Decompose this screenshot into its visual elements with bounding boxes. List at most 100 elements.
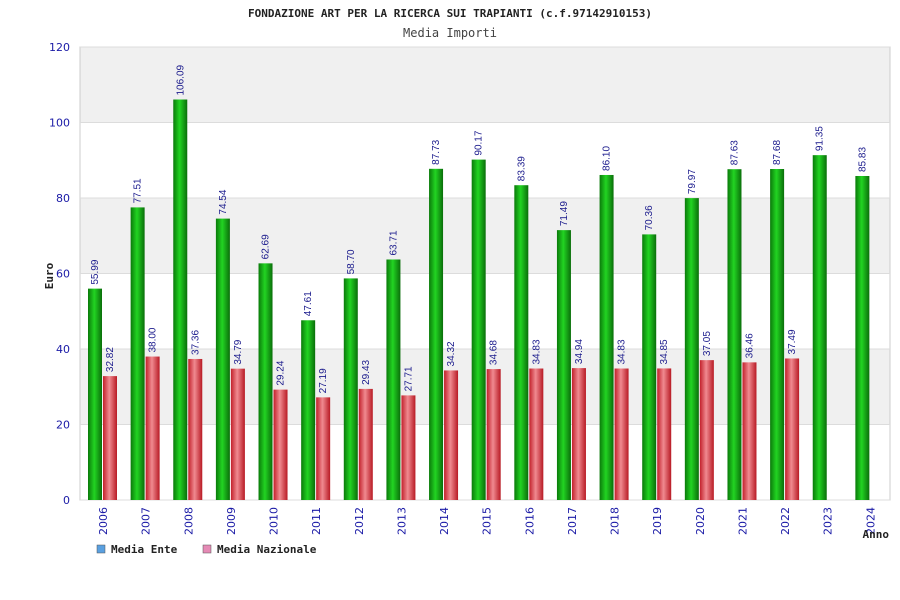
plot-band — [80, 47, 890, 123]
data-label-media-ente: 91.35 — [815, 126, 826, 151]
legend-label: Media Nazionale — [217, 543, 317, 556]
data-label-media-nazionale: 29.43 — [361, 359, 372, 384]
data-label-media-ente: 71.49 — [559, 201, 570, 226]
data-label-media-ente: 55.99 — [90, 259, 101, 284]
data-label-media-nazionale: 37.49 — [787, 329, 798, 354]
legend: Media Ente Media Nazionale — [96, 543, 317, 556]
y-tick-label: 20 — [56, 419, 70, 432]
y-axis-ticks: 0 20 40 60 80 100 120 — [49, 41, 70, 507]
bar-media-nazionale — [188, 358, 203, 500]
bar-media-ente — [642, 234, 657, 501]
bar-media-ente — [812, 155, 827, 500]
data-label-media-nazionale: 34.94 — [574, 339, 585, 364]
x-tick-label: 2016 — [523, 507, 536, 535]
chart-title: FONDAZIONE ART PER LA RICERCA SUI TRAPIA… — [248, 7, 652, 20]
data-label-media-nazionale: 29.24 — [276, 360, 287, 385]
bar-media-ente — [599, 174, 614, 500]
x-tick-label: 2017 — [566, 507, 579, 535]
data-label-media-nazionale: 37.36 — [190, 330, 201, 355]
data-label-media-ente: 87.73 — [431, 139, 442, 164]
bar-media-nazionale — [444, 370, 459, 500]
bar-media-nazionale — [145, 356, 160, 500]
data-label-media-ente: 79.97 — [687, 169, 698, 194]
data-label-media-nazionale: 37.05 — [702, 331, 713, 356]
x-tick-label: 2015 — [481, 507, 494, 535]
data-label-media-nazionale: 32.82 — [105, 347, 116, 372]
data-label-media-nazionale: 34.83 — [617, 339, 628, 364]
data-label-media-ente: 63.71 — [388, 230, 399, 255]
bar-media-nazionale — [230, 368, 245, 500]
bar-media-nazionale — [785, 358, 800, 500]
x-tick-label: 2011 — [310, 507, 323, 535]
y-tick-label: 80 — [56, 192, 70, 205]
data-label-media-ente: 77.51 — [133, 178, 144, 203]
data-label-media-ente: 86.10 — [602, 146, 613, 171]
y-tick-label: 0 — [63, 494, 70, 507]
bar-media-ente — [514, 185, 529, 500]
data-label-media-ente: 58.70 — [346, 249, 357, 274]
data-label-media-nazionale: 38.00 — [148, 327, 159, 352]
data-label-media-ente: 85.83 — [857, 147, 868, 172]
bar-media-nazionale — [742, 362, 757, 500]
bar-media-nazionale — [401, 395, 416, 500]
x-tick-label: 2010 — [268, 507, 281, 535]
data-label-media-nazionale: 34.79 — [233, 339, 244, 364]
y-tick-label: 40 — [56, 343, 70, 356]
bar-media-nazionale — [614, 368, 629, 500]
data-label-media-ente: 87.68 — [772, 140, 783, 165]
data-label-media-nazionale: 34.85 — [659, 339, 670, 364]
x-tick-label: 2008 — [182, 507, 195, 535]
bar-media-ente — [429, 168, 444, 500]
bar-media-ente — [301, 320, 316, 500]
x-tick-label: 2019 — [651, 507, 664, 535]
bar-media-nazionale — [657, 368, 672, 500]
x-tick-label: 2018 — [609, 507, 622, 535]
data-label-media-ente: 70.36 — [644, 205, 655, 230]
bar-media-nazionale — [699, 360, 714, 500]
data-label-media-nazionale: 34.68 — [489, 340, 500, 365]
data-label-media-ente: 62.69 — [261, 234, 272, 259]
x-axis-ticks: 2006 2007 2008 2009 2010 2011 2012 2013 2014 2015… — [97, 507, 877, 535]
chart-subtitle: Media Importi — [403, 26, 497, 40]
data-label-media-ente: 74.54 — [218, 189, 229, 214]
bar-media-ente — [215, 218, 230, 500]
y-axis-label: Euro — [43, 262, 56, 289]
x-tick-label: 2023 — [822, 507, 835, 535]
x-tick-label: 2022 — [779, 507, 792, 535]
x-tick-label: 2007 — [140, 507, 153, 535]
data-label-media-nazionale: 34.32 — [446, 341, 457, 366]
bar-media-ente — [173, 99, 188, 500]
data-label-media-nazionale: 27.19 — [318, 368, 329, 393]
bar-media-ente — [88, 288, 102, 500]
bar-media-ente — [343, 278, 358, 500]
x-tick-label: 2006 — [97, 507, 110, 535]
bar-media-ente — [855, 175, 870, 500]
legend-swatch — [96, 544, 106, 554]
x-tick-label: 2020 — [694, 507, 707, 535]
bar-media-nazionale — [358, 388, 373, 500]
bar-media-nazionale — [103, 376, 117, 500]
bar-media-ente — [770, 169, 785, 500]
bar-media-ente — [130, 207, 145, 500]
data-label-media-ente: 83.39 — [516, 156, 527, 181]
data-label-media-nazionale: 34.83 — [531, 339, 542, 364]
x-tick-label: 2012 — [353, 507, 366, 535]
y-tick-label: 60 — [56, 268, 70, 281]
bar-media-nazionale — [316, 397, 331, 500]
data-label-media-ente: 87.63 — [729, 140, 740, 165]
x-tick-label: 2021 — [736, 507, 749, 535]
y-tick-label: 100 — [49, 117, 70, 130]
x-tick-label: 2009 — [225, 507, 238, 535]
bar-media-ente — [684, 198, 699, 500]
bars — [88, 99, 870, 501]
legend-label: Media Ente — [111, 543, 178, 556]
data-label-media-ente: 47.61 — [303, 291, 314, 316]
bar-media-ente — [556, 230, 571, 500]
data-label-media-ente: 106.09 — [175, 64, 186, 95]
data-label-media-ente: 90.17 — [474, 130, 485, 155]
bar-media-nazionale — [529, 368, 544, 500]
data-labels: 55.99 32.82 77.51 38.00 106.09 37.36 74.54 34.7… — [90, 64, 868, 393]
bar-media-ente — [386, 259, 401, 500]
